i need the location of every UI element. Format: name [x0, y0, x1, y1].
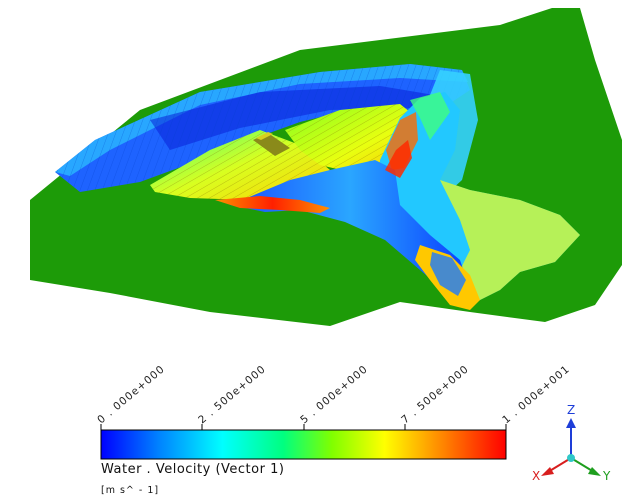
legend-color-bar [100, 429, 507, 460]
y-axis-line [570, 457, 595, 473]
legend-tick-label: 2 . 500e+000 [196, 363, 268, 426]
y-axis-arrowhead [588, 467, 601, 476]
legend-tick-label: 7 . 500e+000 [399, 363, 471, 426]
flow-right-arm-yellow [440, 180, 580, 305]
axis-origin [567, 454, 575, 462]
flow-upper-fan-hatch [55, 64, 470, 192]
legend-tick-labels: 0 . 000e+000 2 . 500e+000 5 . 000e+000 7… [95, 363, 572, 426]
legend-tick-label: 0 . 000e+000 [95, 363, 167, 426]
z-axis-label: Z [567, 403, 575, 417]
flow-high-velocity-zone-2 [385, 140, 412, 178]
legend-tick-label: 5 . 000e+000 [298, 363, 370, 426]
flow-main-channel [230, 160, 470, 300]
legend-tick-marks [100, 424, 507, 430]
axis-triad[interactable]: Z X Y [532, 403, 611, 483]
z-axis-arrowhead [566, 418, 576, 428]
flow-lower-outflow-blue [430, 252, 466, 296]
x-axis-label: X [532, 469, 540, 483]
flow-right-arm-green-streak [410, 92, 450, 140]
legend-unit: [m s^ - 1] [101, 485, 160, 496]
legend-title: Water . Velocity (Vector 1) [101, 462, 285, 477]
legend-tick-label: 1 . 000e+001 [500, 363, 572, 426]
x-axis-arrowhead [541, 467, 554, 476]
y-axis-label: Y [602, 469, 611, 483]
x-axis-line [547, 457, 572, 473]
dam-structure-top [256, 132, 273, 140]
flow-high-velocity-zone [215, 196, 330, 213]
